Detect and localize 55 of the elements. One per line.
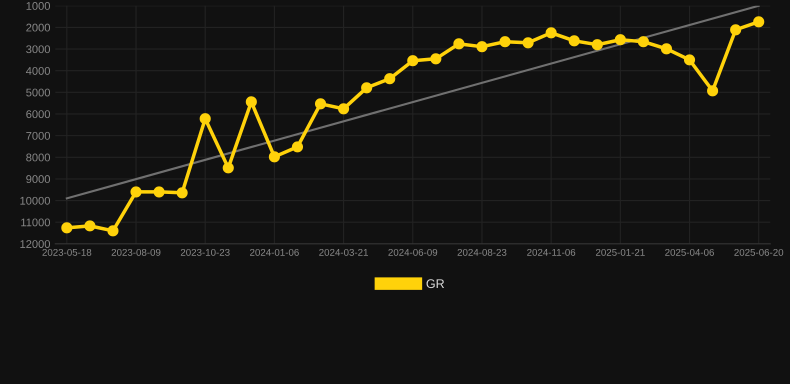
y-tick-label: 6000 [26, 110, 50, 118]
point [546, 27, 557, 38]
point [684, 54, 696, 66]
y-tick-label: 7000 [26, 132, 50, 140]
point [154, 186, 165, 198]
point [246, 96, 257, 108]
point [476, 41, 488, 52]
y-tick-label: 12000 [20, 240, 50, 248]
point [222, 162, 234, 174]
y-tick-label: 3000 [26, 45, 50, 54]
point [730, 24, 742, 36]
point [753, 16, 764, 28]
point [200, 113, 211, 124]
point [453, 38, 464, 50]
y-tick-label: 9000 [26, 175, 50, 184]
y-tick-label: 8000 [26, 154, 50, 162]
point [61, 222, 72, 234]
point [176, 187, 188, 198]
x-tick-label: 2023-10-23 [180, 248, 230, 256]
x-tick-label: 2023-05-18 [42, 248, 92, 256]
y-tick-label: 5000 [26, 88, 50, 96]
point [592, 39, 603, 50]
point [361, 82, 372, 94]
point [638, 36, 649, 48]
point [499, 36, 511, 48]
x-tick-label: 2024-08-23 [458, 248, 506, 256]
x-tick-label: 2023-08-09 [112, 248, 160, 256]
x-tick-label: 2024-06-09 [388, 248, 438, 256]
y-tick-label: 2000 [26, 24, 50, 32]
point [660, 43, 672, 54]
y-tick-label: 10000 [20, 196, 50, 205]
point [407, 55, 418, 66]
point [707, 85, 718, 96]
point [430, 53, 442, 64]
point [314, 98, 326, 110]
point [338, 103, 350, 114]
x-tick-label: 2024-01-06 [250, 248, 299, 256]
x-tick-label: 2024-11-06 [527, 248, 576, 256]
y-tick-label: 4000 [26, 66, 50, 75]
x-tick-label: 2024-03-21 [319, 248, 368, 256]
x-tick-label: 2025-06-20 [734, 248, 784, 256]
point [522, 37, 534, 48]
point [130, 186, 142, 198]
y-tick-label: 11000 [21, 218, 50, 226]
legend-label: GR [426, 279, 444, 288]
x-tick-label: 2025-01-21 [596, 248, 645, 256]
y-tick-label: 1000 [26, 2, 50, 10]
point [568, 35, 580, 46]
x-tick-label: 2025-04-06 [665, 248, 714, 256]
point [292, 141, 304, 152]
point [268, 151, 280, 162]
point [107, 225, 119, 236]
point [384, 73, 396, 84]
point [614, 34, 626, 46]
point [84, 220, 96, 232]
